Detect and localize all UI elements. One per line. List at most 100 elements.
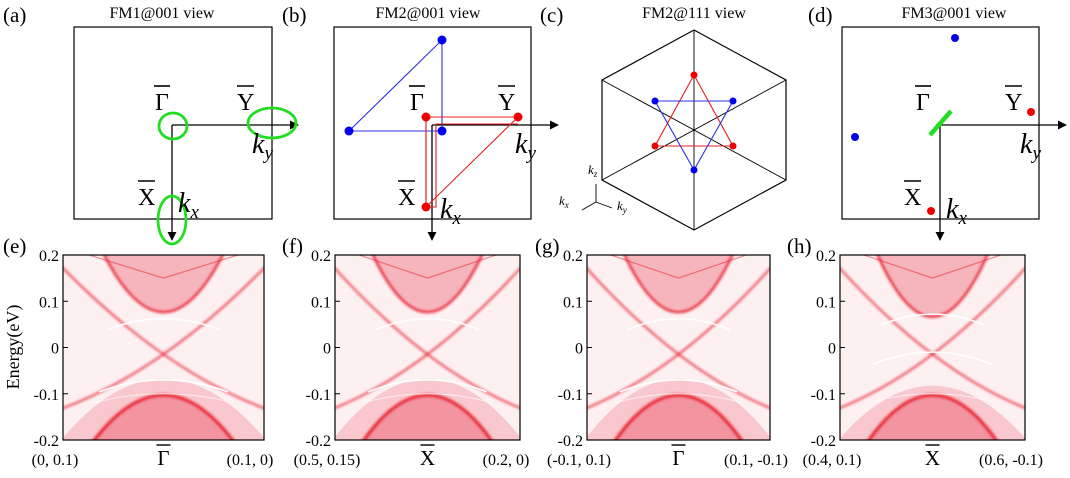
surface-state	[106, 318, 221, 331]
band-spectral-map	[840, 255, 1025, 440]
y-tick-label: 0	[51, 341, 59, 358]
y-tick-label: -0.2	[306, 433, 331, 450]
panel-label-c: (c)	[540, 3, 563, 27]
hex-diagonal	[601, 79, 787, 181]
valence-edge	[362, 393, 493, 440]
panel-a: Γ Y X ky kx	[73, 26, 299, 246]
x-tick-label: (0.5, 0.15)	[294, 452, 361, 469]
valence-edge	[867, 393, 998, 440]
panel-label-d: (d)	[808, 3, 833, 27]
panel-label: (e)	[3, 234, 26, 258]
y-bar-a: Y	[237, 90, 254, 116]
gamma-bar-d: Γ	[916, 90, 930, 116]
kx-axis	[581, 201, 597, 211]
ky-axis	[595, 201, 613, 209]
x-bar-a: X	[138, 185, 155, 211]
panel-d: Γ Y X ky kx	[841, 26, 1067, 241]
band-spectral-map	[63, 255, 264, 440]
band-line	[840, 266, 1025, 410]
y-tick-label: 0.2	[39, 248, 59, 265]
y-tick-label: 0	[323, 341, 331, 358]
y-bar-d: Y	[1005, 90, 1022, 116]
conduction-edge	[103, 255, 224, 314]
band-line	[862, 255, 1003, 279]
bz-square-a	[73, 26, 273, 220]
y-bar-b: Y	[498, 90, 515, 116]
band-panel-e: 0.2 0.1 0 -0.1 -0.2 (0, 0.1) Γ (0.1, 0) (e)	[3, 234, 274, 470]
blue-triangle-b	[347, 38, 443, 132]
x-tick-label: (0.2, 0)	[483, 452, 530, 469]
band-line	[335, 266, 520, 410]
x-tick-label: (-0.1, 0.1)	[547, 452, 611, 469]
red-path-b2	[425, 117, 518, 208]
y-tick-label: 0.2	[816, 248, 836, 265]
panel-title-a: FM1@001 view	[110, 5, 215, 22]
band-line	[87, 255, 240, 279]
y-tick-label: -0.2	[34, 433, 59, 450]
surface-state	[619, 379, 738, 393]
energy-ylabel: Energy(eV)	[3, 305, 24, 390]
conduction-edge	[623, 255, 734, 314]
x-bar-b: X	[398, 185, 415, 211]
y-tick-label: 0.2	[563, 248, 583, 265]
band-panel-h: 0.2 0.1 0 -0.1 -0.2 (0.4, 0.1) X (0.6, -0.1) (h)	[787, 234, 1043, 470]
red-dot	[1027, 108, 1035, 116]
x-tick-label: (0.1, 0)	[227, 452, 274, 469]
y-tick-label: -0.1	[34, 387, 59, 404]
x-tick-label: X	[420, 446, 435, 470]
blue-triangle-c	[654, 100, 734, 172]
x-tick-label: (0.4, 0.1)	[803, 452, 862, 469]
blue-dot	[690, 166, 698, 174]
kx-label-d: kx	[946, 194, 967, 229]
y-tick-label: 0.1	[563, 294, 583, 311]
valence-edge	[92, 393, 235, 440]
conduction-edge	[876, 255, 989, 318]
gamma-bar-a: Γ	[155, 90, 169, 116]
y-tick-label: -0.1	[306, 387, 331, 404]
blue-dot	[437, 35, 447, 45]
y-tick-label: 0.1	[311, 294, 331, 311]
red-dot	[729, 142, 737, 150]
y-tick-label: 0	[828, 341, 836, 358]
y-tick-label: 0.1	[39, 294, 59, 311]
green-pocket-gamma	[157, 111, 189, 141]
surface-state	[626, 318, 731, 331]
red-dot	[421, 112, 431, 122]
band-spectral-map	[335, 255, 520, 440]
y-tick-label: 0	[575, 341, 583, 358]
conduction-edge	[371, 255, 484, 314]
surface-state	[375, 318, 480, 331]
ky-label-a: ky	[252, 129, 273, 164]
panel-label-a: (a)	[3, 3, 26, 27]
y-tick-label: -0.1	[811, 387, 836, 404]
ky-label-b: ky	[515, 129, 536, 164]
surface-state	[98, 379, 229, 393]
green-line-d	[928, 109, 953, 137]
band-line	[63, 266, 264, 410]
panel-label: (h)	[787, 234, 812, 258]
x-tick-label: (0.6, -0.1)	[979, 452, 1043, 469]
surface-state	[880, 313, 985, 326]
red-dot	[651, 142, 659, 150]
blue-dot	[651, 97, 659, 105]
y-tick-label: 0.1	[816, 294, 836, 311]
red-dot	[927, 207, 935, 215]
x-tick-label: Γ	[672, 446, 684, 470]
red-dot	[421, 202, 431, 212]
surface-state	[867, 393, 998, 404]
y-tick-label: -0.1	[558, 387, 583, 404]
y-tick-label: 0.2	[311, 248, 331, 265]
x-tick-label: Γ	[157, 446, 169, 470]
band-panel-f: 0.2 0.1 0 -0.1 -0.2 (0.5, 0.15) X (0.2, 0) (f)	[282, 234, 530, 470]
red-dot	[690, 71, 698, 79]
ky-label-c: ky	[617, 198, 627, 215]
blue-dot	[437, 126, 447, 136]
x-bar-d: X	[904, 185, 921, 211]
surface-state	[362, 393, 493, 404]
green-pocket-x	[156, 194, 188, 246]
red-dot	[513, 112, 523, 122]
band-spectral-map	[587, 255, 770, 440]
blue-dot	[344, 126, 354, 136]
panel-title-b: FM2@001 view	[376, 5, 481, 22]
